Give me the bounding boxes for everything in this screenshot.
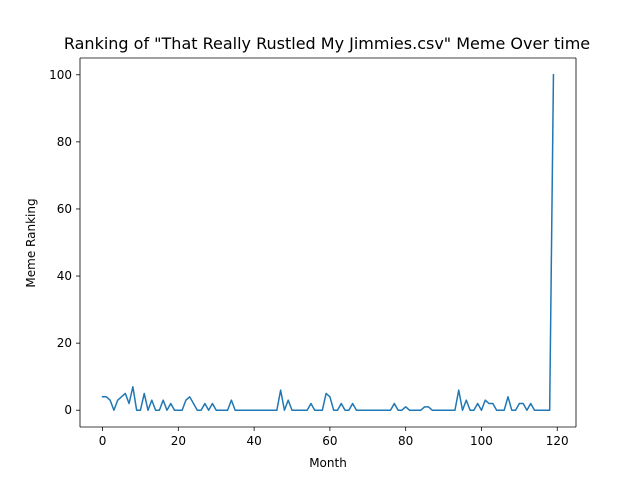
- y-tick-label: 100: [49, 68, 72, 82]
- x-tick-label: 20: [171, 434, 186, 448]
- y-tick-label: 20: [57, 336, 72, 350]
- y-tick-label: 40: [57, 269, 72, 283]
- x-tick-label: 100: [470, 434, 493, 448]
- x-tick-label: 80: [398, 434, 413, 448]
- ticks-layer: 0 20 40 60 80 100 120 0 20 40 60 80 100: [49, 68, 569, 448]
- y-tick-label: 0: [64, 403, 72, 417]
- x-axis-label: Month: [309, 456, 347, 470]
- x-tick-label: 120: [546, 434, 569, 448]
- x-tick-label: 60: [322, 434, 337, 448]
- chart-title: Ranking of "That Really Rustled My Jimmi…: [64, 34, 590, 53]
- x-tick-label: 40: [246, 434, 261, 448]
- y-tick-label: 80: [57, 135, 72, 149]
- y-tick-label: 60: [57, 202, 72, 216]
- x-tick-label: 0: [99, 434, 107, 448]
- y-axis-label: Meme Ranking: [24, 198, 38, 287]
- series-line-0: [101, 74, 555, 411]
- series-layer: [101, 74, 555, 411]
- axes-layer: [79, 57, 577, 428]
